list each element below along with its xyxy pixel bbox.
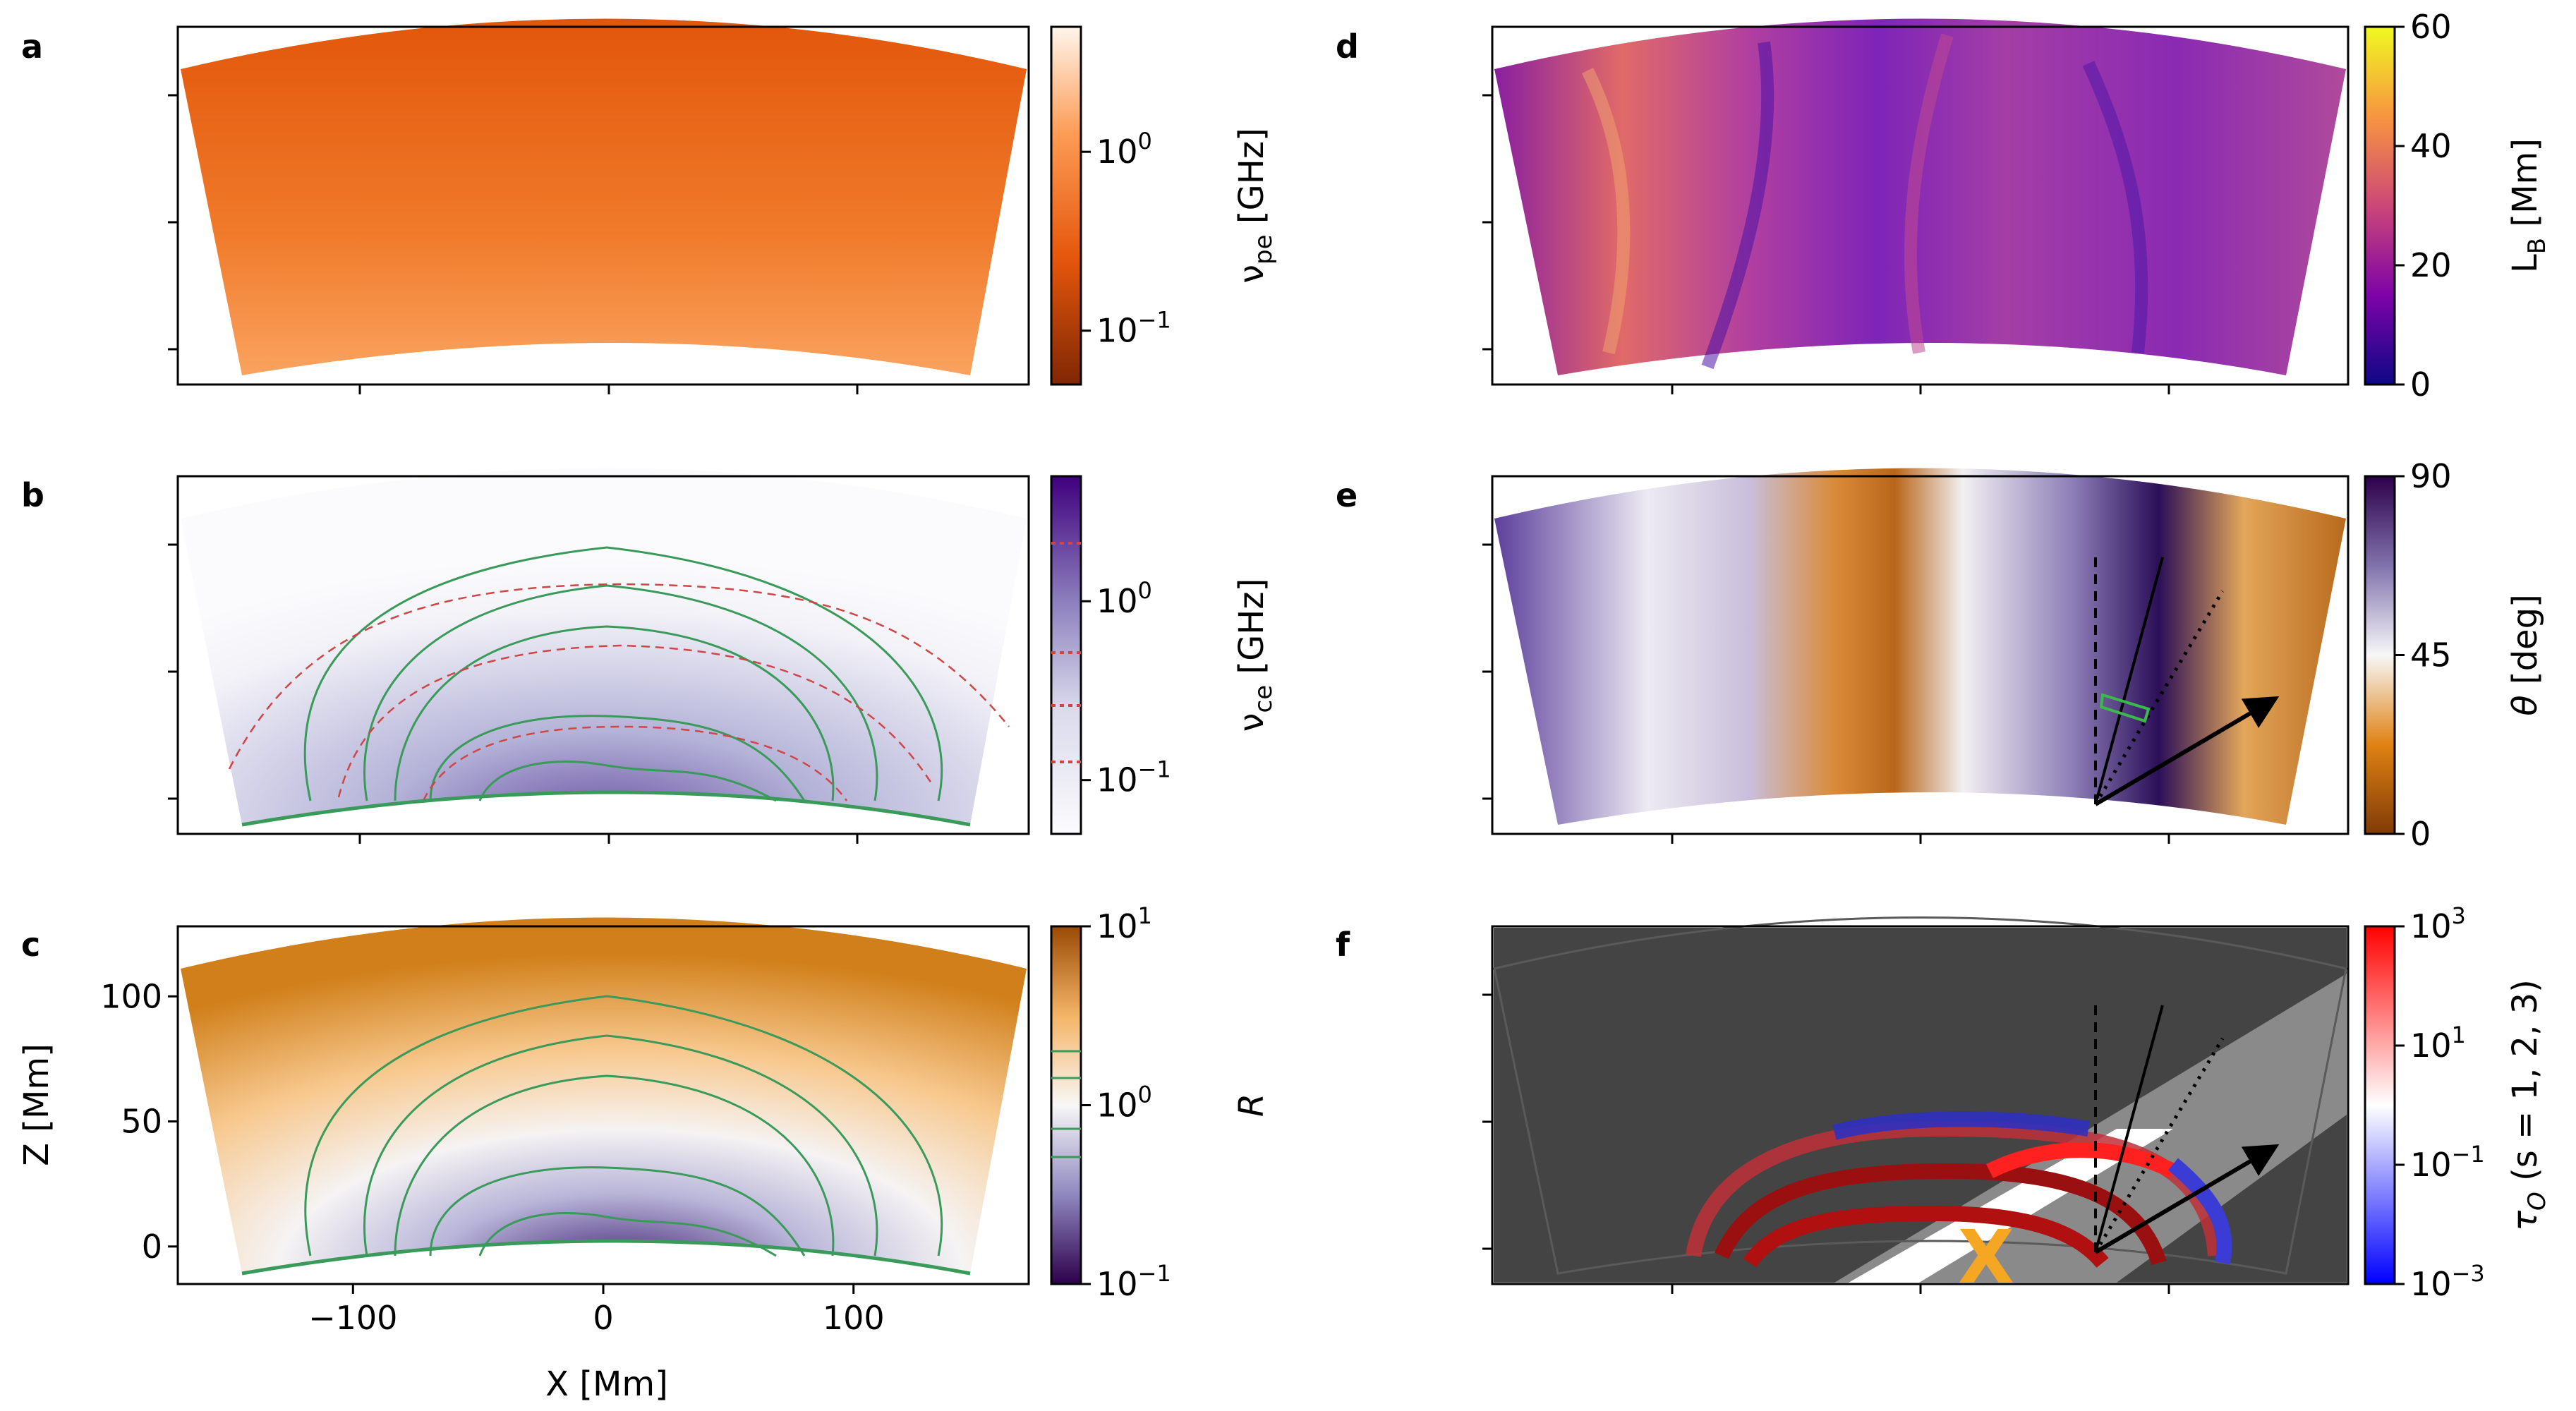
y-tick-label: 50 [121,1103,162,1141]
panel-f-map-edge [1493,916,2347,1275]
panel-c [176,917,1030,1285]
panel-e-green-box [2099,693,2151,723]
panel-e-arrow [2094,696,2280,806]
panel-d-map [1494,18,2346,375]
colorbar-tick-label: 100 [1096,128,1152,171]
colorbar-tick-label: 10−1 [1096,307,1171,350]
colorbar-tick-label: 10−3 [2410,1260,2485,1303]
colorbar-d-fill [2364,25,2396,386]
panel-d [1491,18,2350,386]
panel-b-green-contours [303,546,943,802]
colorbar-tick-label: 20 [2410,246,2452,284]
panel-label-b: b [21,476,44,514]
colorbar-e-fill [2364,475,2396,835]
colorbar-tick-label: 101 [2410,1022,2466,1065]
colorbar-tick-label: 10−1 [2410,1141,2485,1184]
panel-d-texture [1581,33,2148,370]
colorbar-label: νce [GHz] [1232,579,1278,732]
x-tick-label: 100 [823,1299,885,1337]
colorbar-a-fill [1050,25,1082,386]
panel-f-harmonic-loops [1686,1111,2232,1268]
colorbar-b-fill [1050,475,1082,835]
panel-c-green-contours [304,995,943,1257]
colorbar-tick-label: 0 [2410,815,2431,853]
panel-f-x-marker: X [1958,1214,2014,1300]
colorbar-tick-label: 100 [1096,1082,1152,1125]
axis-ticks [168,94,2170,1294]
panel-a-map [181,18,1027,375]
panel-c-ylabel: Z [Mm] [17,1043,56,1166]
panel-c-surface [241,1239,971,1276]
colorbar-label: LB [Mm] [2505,138,2551,273]
colorbar-b: 100 10−1 νce [GHz] [1050,475,1278,835]
panel-c-map [181,917,1027,1273]
panel-label-f: f [1336,926,1350,964]
colorbar-tick-label: 100 [1096,577,1152,620]
panel-e-map [1494,468,2346,825]
panel-b [176,468,1030,835]
y-tick-label: 0 [142,1228,162,1266]
panel-f-solid-line [2094,1005,2164,1253]
colorbar-tick-label: 10−1 [1096,1260,1171,1303]
colorbar-label: νpe [GHz] [1232,128,1278,284]
y-tick-label: 100 [100,977,162,1015]
colorbar-e: 90 45 0 θ [deg] [2364,457,2545,853]
panel-label-e: e [1336,476,1357,514]
panel-b-red-contours [228,583,1010,801]
colorbar-c: 101 100 10−1 R [1050,902,1271,1303]
panel-e [1491,468,2350,835]
panel-c-axis-ticks: −100 0 100 0 50 100 [100,977,884,1337]
panel-c-xlabel: X [Mm] [545,1364,668,1404]
panel-f-arrow [2094,1144,2280,1254]
panel-f-white-band [1849,1129,2173,1283]
colorbar-f-fill [2364,925,2396,1285]
colorbar-label: R [1232,1094,1271,1117]
colorbar-c-contour-marks [1051,1050,1081,1158]
panel-f: X [1491,916,2350,1300]
panel-label-a: a [21,28,43,66]
colorbar-f: 103 101 10−1 10−3 τO (s = 1, 2, 3) [2364,902,2551,1303]
colorbar-tick-label: 10−1 [1096,756,1171,799]
panel-b-surface [241,790,971,827]
colorbar-tick-label: 101 [1096,902,1152,945]
colorbar-label: τO (s = 1, 2, 3) [2505,979,2551,1231]
panel-a [176,18,1030,386]
colorbar-tick-label: 45 [2410,636,2452,674]
colorbar-c-fill [1050,925,1082,1285]
panel-label-d: d [1336,28,1359,66]
panel-e-solid-line [2094,557,2164,805]
colorbar-tick-label: 0 [2410,365,2431,404]
x-tick-label: −100 [308,1299,397,1337]
colorbar-tick-label: 90 [2410,457,2452,495]
colorbar-tick-label: 103 [2410,902,2466,945]
panel-label-c: c [21,926,40,964]
colorbar-tick-label: 60 [2410,8,2452,46]
colorbar-tick-label: 40 [2410,127,2452,165]
colorbar-d: 60 40 20 0 LB [Mm] [2364,8,2551,404]
colorbar-label: θ [deg] [2505,594,2545,716]
colorbar-a: 100 10−1 νpe [GHz] [1050,25,1278,386]
x-tick-label: 0 [593,1299,613,1337]
panel-a-frame [176,25,1030,386]
panel-b-frame [176,475,1030,835]
